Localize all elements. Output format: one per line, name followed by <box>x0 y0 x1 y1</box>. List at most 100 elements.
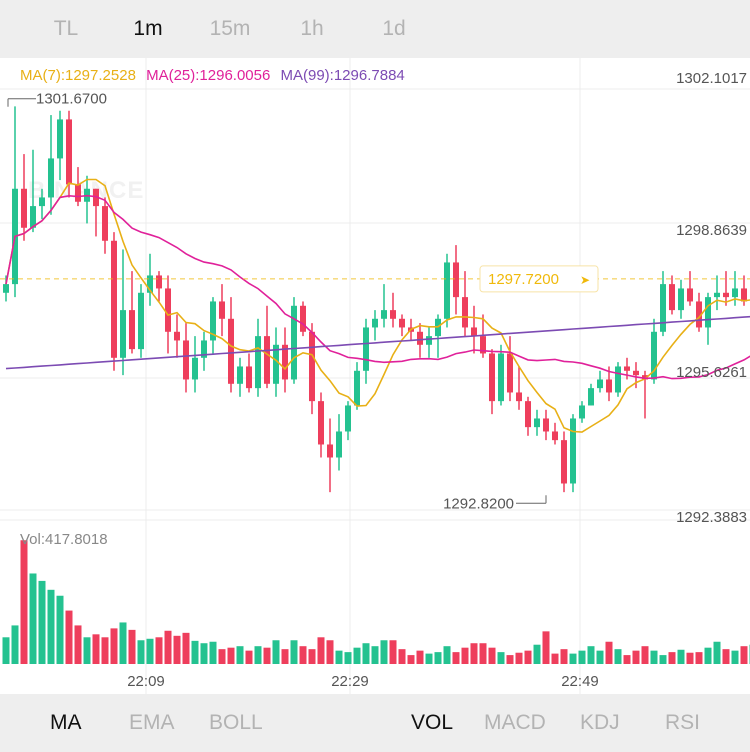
volume-bar <box>722 649 730 664</box>
volume-bar <box>200 643 208 664</box>
volume-bar <box>659 655 667 664</box>
volume-bar <box>56 595 64 664</box>
timeframe-1h[interactable]: 1h <box>300 17 324 40</box>
candle-body <box>336 431 342 458</box>
candle-body <box>507 353 513 393</box>
volume-bar <box>695 652 703 664</box>
volume-bar <box>650 650 658 664</box>
candle-body <box>399 318 405 328</box>
candle-body <box>543 418 549 432</box>
timeframe-bar: TL 1m 15m 1h 1d <box>0 0 750 58</box>
candle-body <box>165 288 171 332</box>
volume-bar <box>443 646 451 664</box>
candle-body <box>57 119 63 159</box>
current-price-box <box>479 265 599 293</box>
candle-body <box>615 366 621 393</box>
candle-body <box>498 353 504 402</box>
indicator-boll[interactable]: BOLL <box>209 711 263 734</box>
indicator-ma[interactable]: MA <box>50 711 82 734</box>
candle-body <box>156 275 162 289</box>
volume-bar <box>398 649 406 664</box>
ma-legend: MA(7):1297.2528 MA(25):1296.0056 MA(99):… <box>20 67 405 84</box>
candle-body <box>30 206 36 228</box>
candle-body <box>237 366 243 384</box>
candle-body <box>714 292 720 298</box>
volume-bar <box>461 647 469 664</box>
volume-bar <box>119 622 127 664</box>
candle-body <box>606 379 612 393</box>
volume-bar <box>740 646 748 664</box>
indicator-vol[interactable]: VOL <box>411 711 454 734</box>
ma-lines <box>5 178 750 433</box>
low-price-label: 1292.8200 <box>443 495 514 512</box>
candle-body <box>651 331 657 380</box>
candle-body <box>75 184 81 202</box>
volume-bar <box>209 641 217 664</box>
volume-bar <box>713 641 721 664</box>
candle-body <box>111 240 117 358</box>
candle-body <box>588 388 594 406</box>
candle-body <box>3 284 9 293</box>
volume-bar <box>569 653 577 664</box>
volume-bar <box>506 655 514 664</box>
current-price-label: 1297.7200 <box>488 271 559 288</box>
volume-bar <box>254 646 262 664</box>
candle-body <box>597 379 603 389</box>
candles <box>3 106 747 493</box>
candle-body <box>732 288 738 298</box>
candle-body <box>345 405 351 432</box>
indicator-rsi[interactable]: RSI <box>665 711 701 734</box>
volume-bar <box>434 652 442 664</box>
candle-body <box>48 158 54 198</box>
timeframe-1d[interactable]: 1d <box>382 17 406 40</box>
candle-body <box>174 331 180 341</box>
price-axis-label: 1292.3883 <box>676 509 747 526</box>
candle-body <box>102 206 108 241</box>
volume-bar <box>47 589 55 664</box>
candle-body <box>534 418 540 428</box>
timeframe-15m[interactable]: 15m <box>209 17 251 40</box>
candle-body <box>282 344 288 380</box>
price-axis-label: 1302.1017 <box>676 70 747 87</box>
volume-bar <box>596 650 604 664</box>
indicator-macd[interactable]: MACD <box>484 711 546 734</box>
volume-bar <box>128 629 136 664</box>
candle-body <box>669 284 675 311</box>
candlestick-chart[interactable]: BINANCE MA(7):1297.2528 MA(25):1296.0056… <box>0 58 750 694</box>
volume-bar <box>281 649 289 664</box>
volume-label: Vol:417.8018 <box>20 531 108 548</box>
volume-bar <box>2 637 10 664</box>
volume-bar <box>560 649 568 664</box>
candle-body <box>417 331 423 345</box>
candle-body <box>426 336 432 345</box>
volume-bar <box>371 646 379 664</box>
volume-bar <box>227 647 235 664</box>
volume-bar <box>173 635 181 664</box>
chart-grid <box>0 58 750 694</box>
timeframe-1m[interactable]: 1m <box>133 17 163 40</box>
candle-body <box>309 331 315 402</box>
indicator-ema[interactable]: EMA <box>129 711 175 734</box>
timeframe-tl[interactable]: TL <box>53 17 79 40</box>
candle-body <box>21 188 27 228</box>
volume-bar <box>191 640 199 664</box>
volume-bar <box>146 638 154 664</box>
volume-bar <box>479 643 487 664</box>
candle-body <box>741 288 747 302</box>
volume-bar <box>551 653 559 664</box>
svg-text:MA(7):1297.2528 MA(25):1: MA(7):1297.2528 MA(25):1296.0056 MA(99):… <box>20 67 405 84</box>
candle-body <box>273 344 279 384</box>
volume-bar <box>290 640 298 664</box>
candle-body <box>642 375 648 380</box>
candle-body <box>219 301 225 319</box>
candle-body <box>480 336 486 354</box>
current-price-marker[interactable]: 1297.7200 ➤ <box>0 265 750 293</box>
volume-bar <box>515 652 523 664</box>
ma25-legend: MA(25):1296.0056 <box>146 67 270 84</box>
indicator-kdj[interactable]: KDJ <box>580 711 620 734</box>
candle-body <box>120 310 126 358</box>
candle-body <box>633 370 639 376</box>
candle-body <box>255 336 261 389</box>
candle-body <box>579 405 585 419</box>
volume-bar <box>218 649 226 664</box>
